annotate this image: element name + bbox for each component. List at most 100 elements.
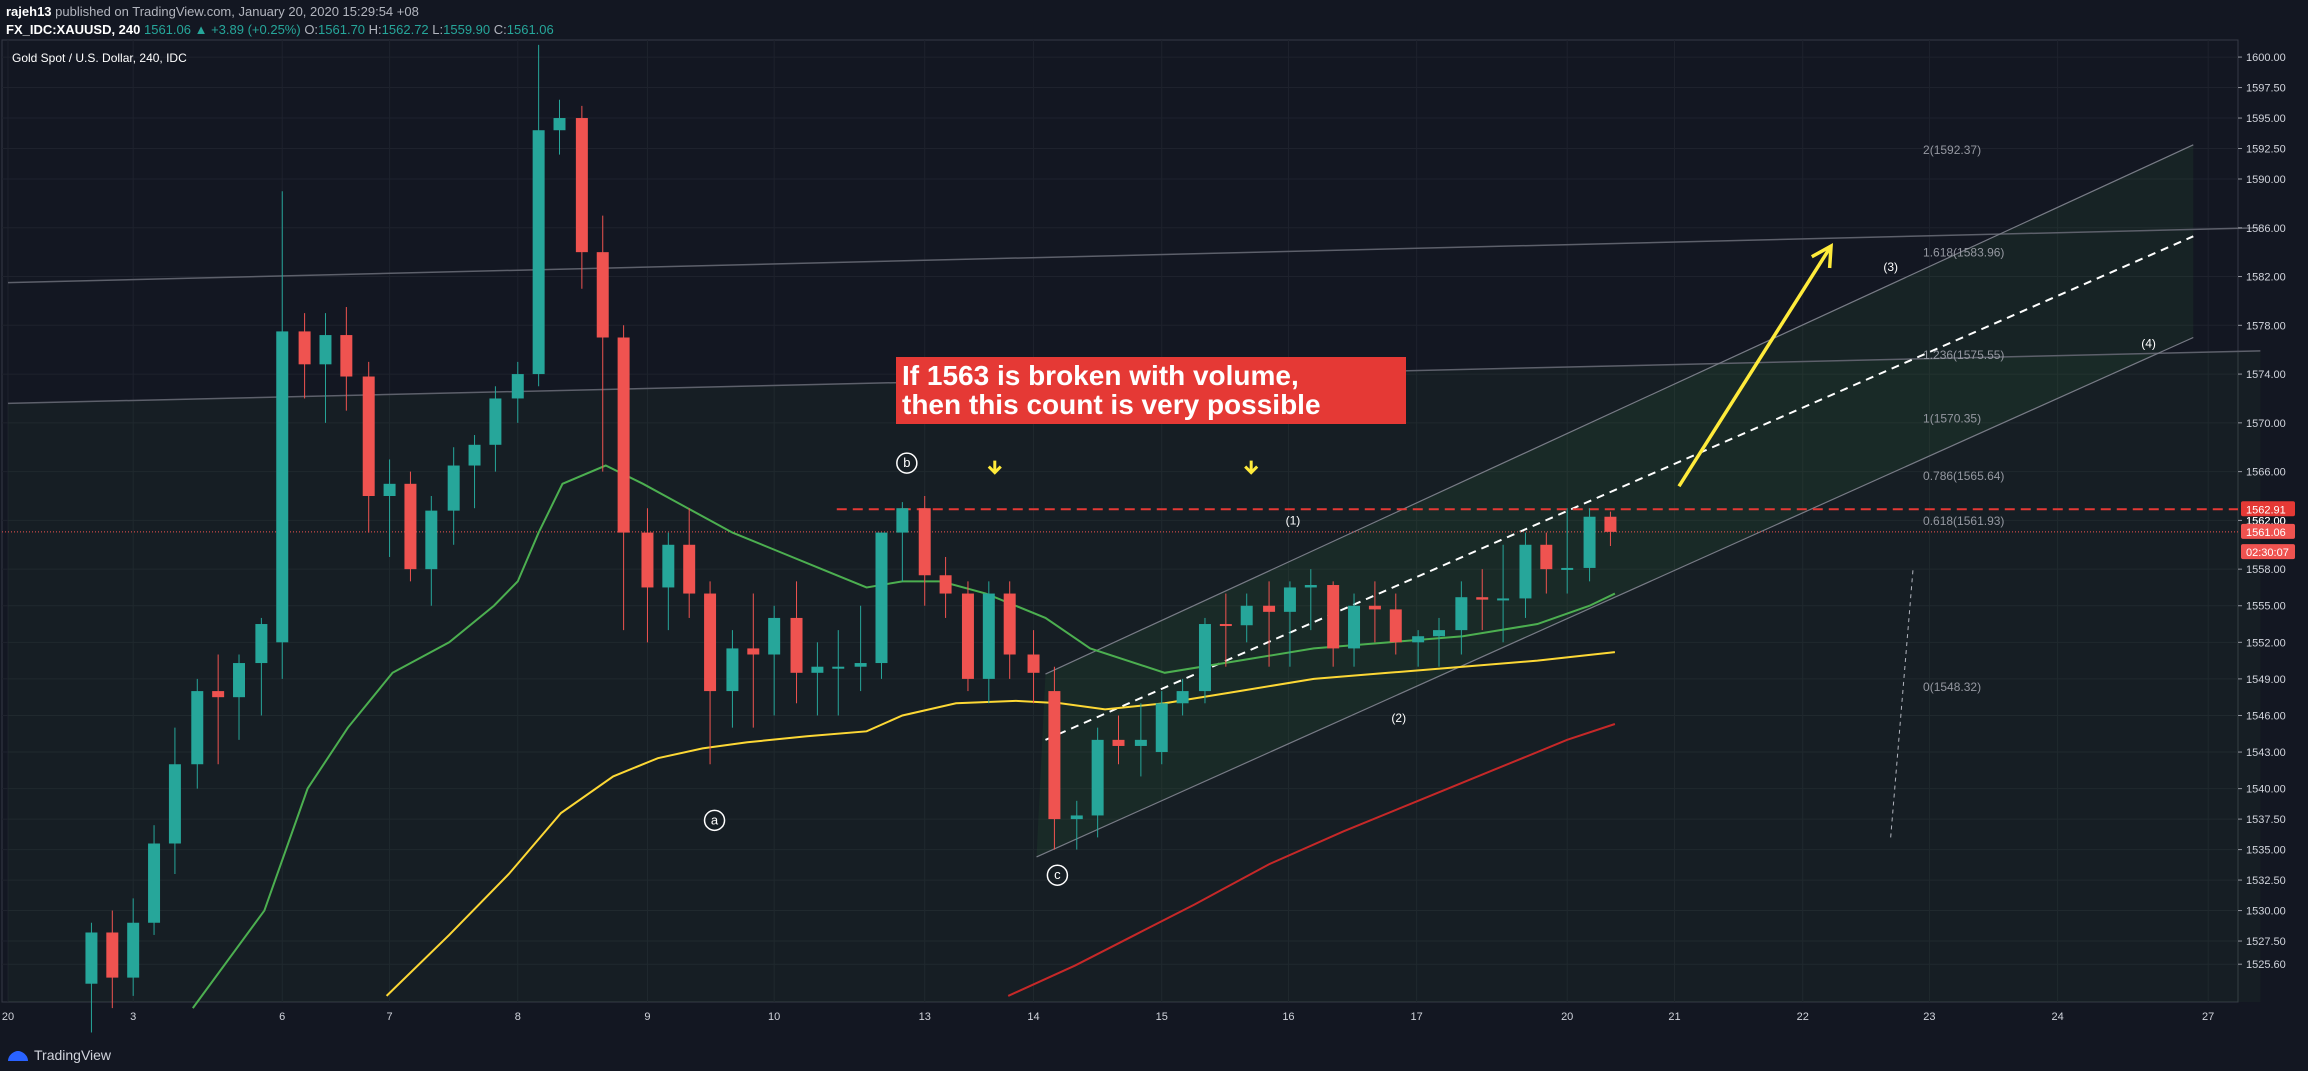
- candle: [1198, 617, 1211, 704]
- candle-body: [447, 465, 460, 511]
- candle: [1304, 569, 1317, 631]
- candle: [939, 556, 952, 618]
- candle: [854, 605, 867, 692]
- candle: [726, 630, 739, 728]
- candle-body: [319, 335, 332, 365]
- candle: [148, 825, 161, 935]
- y-tick-label: 1552.00: [2246, 637, 2286, 649]
- candle: [1219, 593, 1232, 667]
- candle-body: [726, 648, 739, 692]
- fib-dashed-line: [1890, 569, 1914, 838]
- x-tick-label: 20: [2, 1011, 14, 1023]
- brand-label: TradingView: [34, 1047, 112, 1063]
- candle: [340, 307, 353, 411]
- open-label: O:: [304, 22, 319, 37]
- projection-arrowhead: [1810, 242, 1834, 269]
- candle-body: [982, 593, 995, 679]
- callout-line-1: If 1563 is broken with volume,: [902, 360, 1299, 391]
- candle: [1091, 727, 1104, 838]
- candle: [832, 630, 845, 716]
- y-tick-label: 1574.00: [2246, 369, 2286, 381]
- y-tick-label: 1595.00: [2246, 113, 2286, 125]
- candle-body: [489, 398, 502, 445]
- y-tick-label: 1546.00: [2246, 710, 2286, 722]
- y-tick-label: 1582.00: [2246, 272, 2286, 284]
- candle-body: [1561, 567, 1574, 570]
- candle-body: [1497, 598, 1510, 601]
- candle-body: [1176, 691, 1189, 704]
- candle-body: [1455, 597, 1468, 631]
- candle-body: [1219, 624, 1232, 627]
- y-tick-label: 1600.00: [2246, 52, 2286, 64]
- candle: [489, 386, 502, 472]
- y-tick-label: 1535.00: [2246, 845, 2286, 857]
- high-value: 1562.72: [381, 22, 429, 37]
- candle-body: [1003, 593, 1016, 655]
- y-tick-label: 1566.00: [2246, 467, 2286, 479]
- fib-level-label: 1.618(1583.96): [1923, 246, 2004, 260]
- price-badge: [2241, 501, 2295, 517]
- candle-body: [1348, 605, 1361, 649]
- chart-footer: TradingView: [0, 1040, 2308, 1071]
- candle-body: [596, 252, 609, 338]
- candle-body: [276, 331, 289, 643]
- candle: [747, 593, 760, 728]
- x-tick-label: 21: [1668, 1011, 1680, 1023]
- candle-body: [1389, 609, 1402, 643]
- candle: [1112, 715, 1125, 765]
- fib-level-label: 0(1548.32): [1923, 680, 1981, 694]
- candle: [1455, 581, 1468, 655]
- candle-body: [191, 691, 204, 765]
- candle: [1134, 703, 1147, 777]
- tradingview-logo-icon: [8, 1051, 28, 1061]
- candle: [1583, 508, 1596, 582]
- candle-body: [1368, 605, 1381, 610]
- y-tick-label: 1558.00: [2246, 564, 2286, 576]
- y-tick-label: 1530.00: [2246, 906, 2286, 918]
- candle: [896, 502, 909, 582]
- candle-body: [362, 376, 375, 497]
- wave-label-circle: [896, 452, 918, 474]
- y-tick-label: 1586.00: [2246, 223, 2286, 235]
- candle-body: [790, 617, 803, 673]
- candle: [298, 313, 311, 399]
- candle: [233, 654, 246, 740]
- candle-body: [1412, 636, 1425, 643]
- symbol-info: FX_IDC:XAUUSD, 240 1561.06 ▲ +3.89 (+0.2…: [6, 22, 554, 37]
- candle-body: [811, 666, 824, 673]
- candle-body: [1304, 585, 1317, 588]
- candle: [511, 361, 524, 423]
- candle: [1476, 569, 1489, 631]
- candle: [1327, 581, 1340, 667]
- candle-body: [1283, 587, 1296, 612]
- wave-label: (2): [1391, 711, 1406, 725]
- candle: [1048, 666, 1061, 850]
- resistance-line: [7, 227, 2261, 284]
- chart-canvas[interactable]: 2(1592.37) 1.618(1583.96) 1.236(1575.55) 1(…: [0, 38, 2308, 1040]
- y-tick-label: 1590.00: [2246, 174, 2286, 186]
- candle: [575, 105, 588, 289]
- fib-level-label: 2(1592.37): [1923, 143, 1981, 157]
- y-tick-label: 1540.00: [2246, 784, 2286, 796]
- y-tick-label: 1543.00: [2246, 747, 2286, 759]
- annotation-callout[interactable]: If 1563 is broken with volume, then this…: [896, 357, 1406, 424]
- author-name[interactable]: rajeh13: [6, 4, 52, 19]
- low-value: 1559.90: [443, 22, 491, 37]
- candle-body: [298, 331, 311, 365]
- wave-label-circle: [1046, 864, 1069, 886]
- x-tick-label: 23: [1923, 1011, 1935, 1023]
- candle: [875, 532, 888, 679]
- candle-body: [1134, 739, 1147, 746]
- wave-label: a: [711, 812, 719, 827]
- candle: [425, 496, 438, 606]
- x-tick-label: 27: [2202, 1011, 2214, 1023]
- candle-body: [1519, 544, 1532, 599]
- candle-body: [1476, 597, 1489, 600]
- candle-body: [425, 510, 438, 570]
- candle-body: [511, 374, 524, 399]
- x-tick-label: 9: [644, 1011, 650, 1023]
- trend-shaded-area: [7, 350, 2261, 1002]
- candle-body: [939, 575, 952, 594]
- indicator-line: [191, 464, 1616, 1009]
- symbol-label: FX_IDC:XAUUSD, 240: [6, 22, 144, 37]
